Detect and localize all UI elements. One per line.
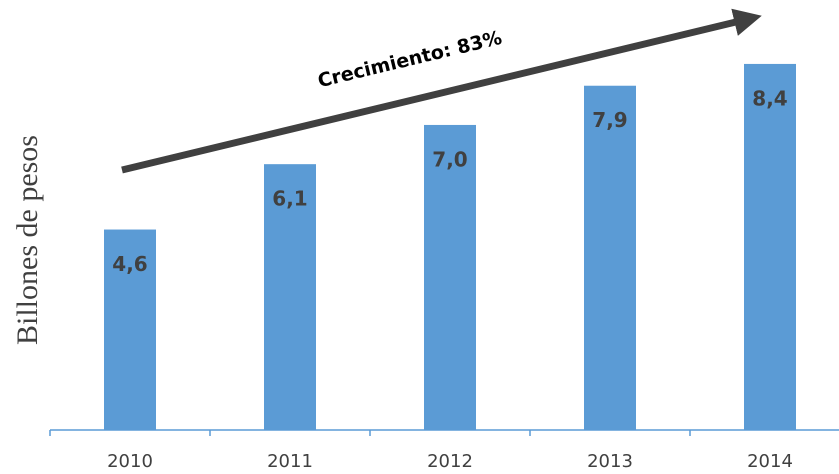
x-tick-label: 2010 <box>107 451 153 472</box>
value-label: 7,9 <box>592 108 627 132</box>
bar <box>584 85 636 430</box>
x-tick-label: 2011 <box>267 451 313 472</box>
x-tick-label: 2013 <box>587 451 633 472</box>
x-tick-label: 2012 <box>427 451 473 472</box>
bar <box>744 63 796 431</box>
value-label: 4,6 <box>112 252 147 276</box>
bar <box>264 164 316 430</box>
value-label: 8,4 <box>752 86 787 110</box>
value-label: 6,1 <box>272 187 307 211</box>
y-axis-label: Billones de pesos <box>11 135 44 345</box>
bar <box>424 124 476 431</box>
growth-arrow <box>121 8 762 174</box>
x-tick-label: 2014 <box>747 451 793 472</box>
bar <box>104 229 156 430</box>
value-label: 7,0 <box>432 147 467 171</box>
